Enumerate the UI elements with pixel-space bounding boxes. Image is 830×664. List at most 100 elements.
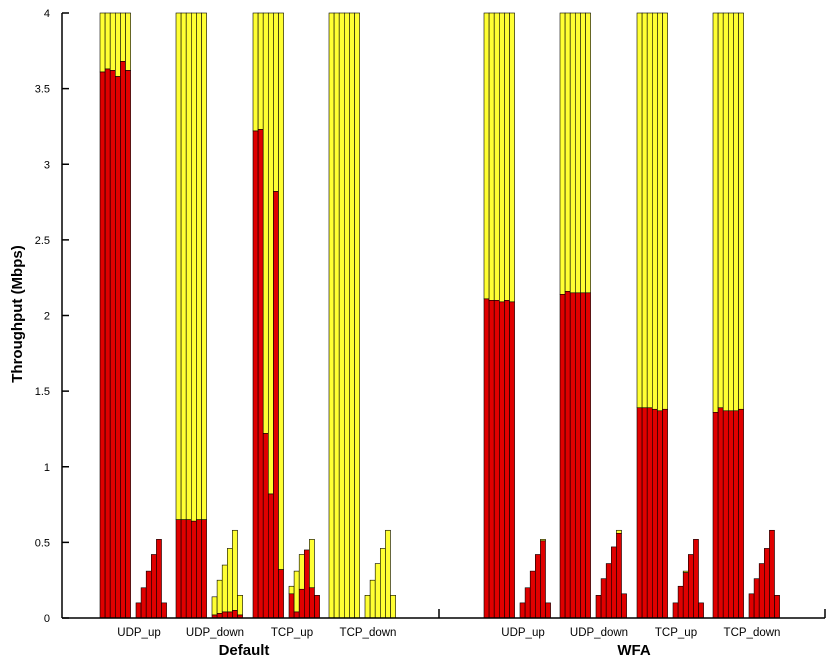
throughput-bar — [569, 292, 576, 619]
throughput-bar — [616, 532, 622, 619]
category-udp-down-bars — [175, 12, 243, 619]
throughput-bar — [580, 292, 586, 619]
remainder-bar — [722, 12, 729, 412]
throughput-bar — [672, 602, 679, 619]
remainder-bar — [662, 12, 668, 410]
remainder-bar — [185, 12, 192, 520]
throughput-bar — [693, 539, 699, 619]
throughput-bar — [125, 70, 131, 619]
remainder-bar — [641, 12, 648, 409]
remainder-bar — [196, 12, 202, 520]
throughput-bar — [712, 411, 719, 619]
remainder-bar — [191, 12, 197, 522]
throughput-bar — [288, 593, 295, 619]
remainder-bar — [125, 12, 131, 71]
remainder-bar — [559, 12, 566, 295]
throughput-bar — [99, 71, 106, 619]
remainder-bar — [237, 595, 243, 616]
group-label: WFA — [617, 642, 650, 659]
remainder-bar — [354, 12, 360, 619]
y-axis-ticks: 0 0.5 1 1.5 2 2.5 3 3.5 4 — [35, 8, 69, 625]
remainder-bar — [717, 12, 724, 409]
throughput-bar — [574, 292, 581, 619]
throughput-bar — [753, 578, 760, 619]
remainder-bar — [99, 12, 106, 73]
y-axis-title: Throughput (Mbps) — [9, 245, 26, 382]
category-label: TCP_up — [271, 627, 313, 639]
remainder-bar — [333, 12, 340, 619]
throughput-bar — [252, 130, 259, 619]
y-tick-label: 2 — [44, 311, 50, 323]
throughput-bar — [651, 408, 658, 619]
remainder-bar — [488, 12, 495, 301]
throughput-bar — [657, 410, 663, 619]
remainder-bar — [580, 12, 586, 294]
category-udp-up-bars — [483, 12, 551, 619]
throughput-bar — [191, 520, 197, 619]
throughput-bar — [156, 539, 162, 619]
group-labels: Default WFA — [219, 642, 651, 659]
throughput-bar — [293, 611, 300, 619]
throughput-bar — [727, 410, 734, 619]
throughput-bar — [682, 572, 689, 619]
throughput-bar — [262, 433, 269, 619]
category-tcp-down-bars — [712, 12, 780, 619]
throughput-bar — [145, 570, 152, 619]
remainder-bar — [257, 12, 264, 130]
y-tick-label: 1 — [44, 462, 50, 474]
throughput-bar — [185, 519, 192, 619]
category-tcp-up-bars — [252, 12, 320, 619]
throughput-bar — [722, 410, 729, 619]
throughput-bar — [748, 593, 755, 619]
remainder-bar — [738, 12, 744, 410]
remainder-bar — [712, 12, 719, 413]
category-label: UDP_up — [117, 627, 160, 639]
throughput-bar — [151, 554, 157, 619]
throughput-bar — [733, 410, 739, 619]
remainder-bar — [262, 12, 269, 434]
throughput-bar — [564, 290, 571, 619]
remainder-bar — [727, 12, 734, 412]
bars — [99, 12, 780, 619]
remainder-bar — [288, 585, 295, 595]
throughput-bar — [221, 611, 228, 619]
y-tick-label: 0 — [44, 613, 50, 625]
throughput-bar — [774, 595, 780, 619]
throughput-bar — [314, 595, 320, 619]
throughput-bar — [161, 602, 167, 619]
remainder-bar — [369, 579, 376, 619]
remainder-bar — [385, 529, 391, 619]
remainder-bar — [498, 12, 505, 303]
throughput-bar — [109, 70, 116, 619]
throughput-bar — [483, 298, 490, 619]
category-label: TCP_up — [655, 627, 697, 639]
remainder-bar — [636, 12, 643, 409]
throughput-bar — [559, 294, 566, 619]
remainder-bar — [267, 12, 274, 495]
remainder-bar — [585, 12, 591, 294]
throughput-bar — [605, 563, 612, 619]
group-label: Default — [219, 642, 270, 659]
throughput-bar — [769, 529, 775, 619]
remainder-bar — [493, 12, 500, 301]
category-label: TCP_down — [340, 627, 397, 639]
throughput-bar — [545, 602, 551, 619]
throughput-bar — [585, 292, 591, 619]
remainder-bar — [227, 548, 233, 613]
throughput-bar — [509, 301, 515, 619]
throughput-bar — [267, 493, 274, 619]
remainder-bar — [646, 12, 653, 409]
remainder-bar — [379, 548, 386, 619]
remainder-bar — [349, 12, 355, 619]
remainder-bar — [104, 12, 111, 70]
category-label: UDP_down — [186, 627, 244, 639]
throughput-bar — [257, 129, 264, 619]
remainder-bar — [221, 564, 228, 613]
throughput-bar — [621, 593, 627, 619]
throughput-bar — [278, 569, 284, 619]
throughput-bar — [175, 519, 182, 619]
throughput-bar — [488, 300, 495, 619]
throughput-bar — [758, 563, 765, 619]
throughput-bar — [636, 407, 643, 619]
